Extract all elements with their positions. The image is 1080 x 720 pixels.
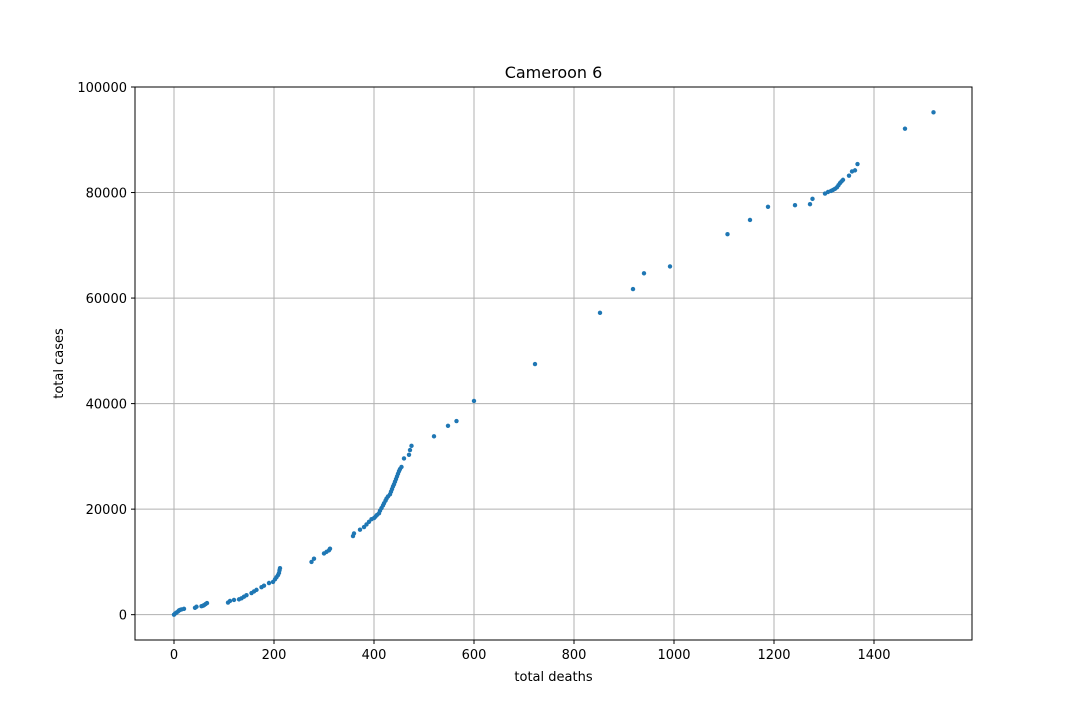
x-axis: 0 200 400 600 800 1000 1200 1400 [170, 640, 891, 663]
data-point [309, 559, 314, 565]
x-tick-label: 1200 [757, 648, 790, 663]
data-point [266, 580, 272, 586]
x-tick-label: 400 [362, 648, 387, 663]
data-point [231, 597, 237, 603]
data-point [852, 168, 858, 173]
data-point [855, 161, 860, 167]
data-points [171, 110, 936, 617]
data-point [227, 598, 233, 604]
data-point [747, 217, 753, 223]
data-point [445, 423, 451, 428]
data-point [532, 361, 538, 367]
x-axis-label: total deaths [514, 670, 592, 685]
data-point [630, 286, 636, 292]
y-tick-label: 20000 [86, 503, 127, 518]
y-tick-label: 100000 [77, 81, 127, 96]
y-tick-label: 80000 [86, 187, 127, 202]
data-point [357, 527, 363, 532]
x-tick-label: 200 [262, 648, 287, 663]
data-point [471, 398, 477, 404]
x-tick-label: 1000 [657, 648, 690, 663]
data-point [181, 606, 187, 612]
x-tick-label: 1400 [857, 648, 890, 663]
data-point [406, 452, 412, 457]
data-point [792, 202, 798, 208]
data-point [254, 587, 259, 593]
data-point [351, 531, 357, 536]
y-tick-label: 0 [119, 609, 127, 624]
data-point [327, 546, 333, 551]
data-point [431, 434, 437, 439]
data-point [765, 204, 771, 209]
y-tick-label: 60000 [86, 292, 127, 307]
data-point [725, 232, 730, 237]
data-point [244, 592, 249, 598]
chart-title: Cameroon 6 [505, 63, 603, 82]
data-point [810, 196, 815, 202]
data-point [204, 600, 210, 606]
data-point [194, 604, 199, 609]
data-point [846, 173, 852, 178]
x-tick-label: 800 [562, 648, 587, 663]
data-point [667, 264, 673, 269]
data-point [807, 201, 813, 207]
y-tick-label: 40000 [86, 398, 127, 413]
data-point [277, 566, 283, 571]
data-point [840, 177, 846, 183]
x-tick-label: 600 [462, 648, 487, 663]
data-point [409, 443, 414, 449]
data-point [401, 456, 407, 461]
data-point [454, 418, 459, 424]
data-point [407, 447, 413, 453]
data-point [902, 126, 908, 131]
y-axis-label: total cases [52, 328, 67, 399]
data-point [597, 310, 603, 316]
axes-frame [134, 86, 973, 641]
data-point [641, 271, 647, 276]
data-point [311, 556, 317, 561]
data-point [261, 583, 267, 588]
y-axis: 0 20000 40000 60000 80000 100000 [77, 81, 135, 624]
data-point [931, 110, 936, 115]
data-point [399, 464, 404, 470]
x-tick-label: 0 [170, 648, 178, 663]
